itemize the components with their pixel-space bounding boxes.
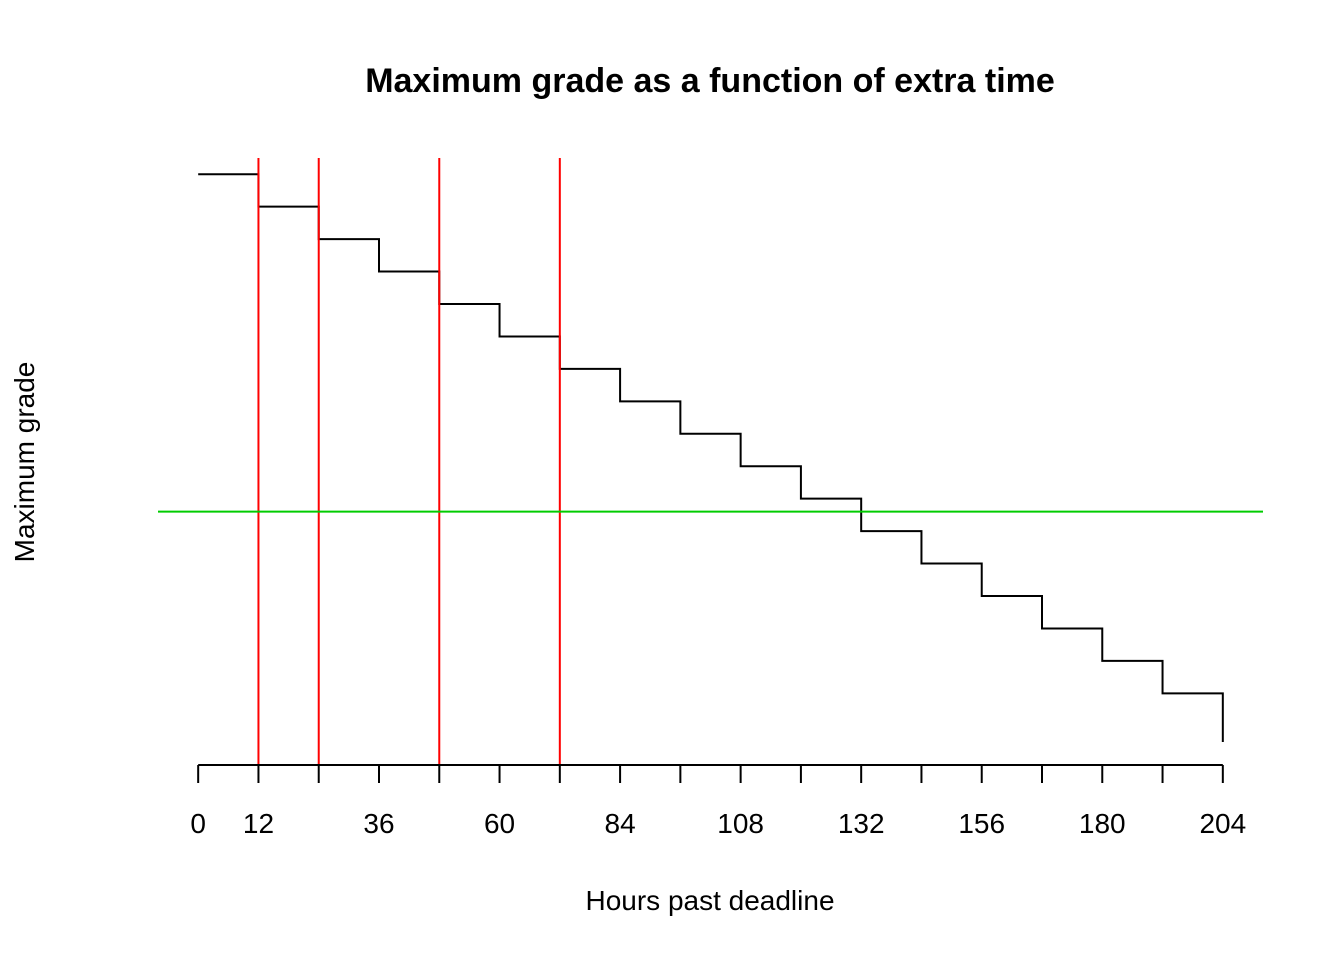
x-tick-label: 132 [838, 808, 885, 839]
y-axis-label: Maximum grade [9, 362, 40, 563]
x-tick-label: 60 [484, 808, 515, 839]
x-axis-label: Hours past deadline [585, 885, 834, 916]
x-tick-label: 36 [363, 808, 394, 839]
x-tick-label: 12 [243, 808, 274, 839]
x-tick-label: 84 [605, 808, 636, 839]
plot-area [158, 158, 1263, 765]
x-tick-label: 156 [958, 808, 1005, 839]
chart-title: Maximum grade as a function of extra tim… [365, 62, 1055, 100]
x-tick-label: 0 [190, 808, 206, 839]
x-tick-label: 108 [717, 808, 764, 839]
x-tick-label: 180 [1079, 808, 1126, 839]
x-axis: 0 12 36 60 84 108 132 156 180 204 [190, 764, 1246, 839]
step-series-line [198, 173, 1224, 742]
x-tick-label: 204 [1199, 808, 1246, 839]
